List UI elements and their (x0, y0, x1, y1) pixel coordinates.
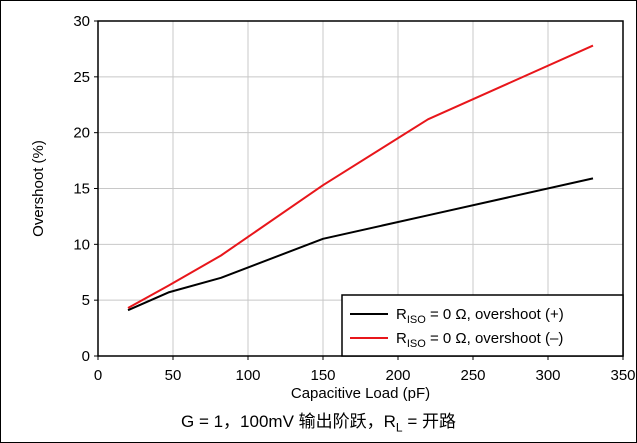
legend: RISO = 0 Ω, overshoot (+) RISO = 0 Ω, ove… (341, 294, 624, 357)
series-line-2 (127, 44, 594, 309)
x-tick-label: 350 (610, 367, 635, 384)
tick-labels: 0 50 100 150 200 250 300 350 0 5 10 15 20 25 30 (73, 13, 635, 384)
legend-label-2: RISO = 0 Ω, overshoot (–) (396, 330, 563, 350)
legend-label-1: RISO = 0 Ω, overshoot (+) (396, 306, 564, 326)
series-line-1 (127, 177, 594, 312)
x-tick-label: 100 (235, 367, 260, 384)
caption-text: G = 1，100mV 输出阶跃，R (181, 412, 396, 431)
x-tick-label: 150 (310, 367, 335, 384)
series-layer (127, 44, 594, 312)
x-tick-label: 250 (460, 367, 485, 384)
y-tick-label: 30 (73, 13, 90, 30)
y-tick-label: 5 (82, 292, 90, 309)
legend-box (341, 294, 624, 357)
caption-text-end: = 开路 (402, 412, 456, 431)
y-axis-label: Overshoot (%) (30, 140, 47, 237)
line-chart: 0 50 100 150 200 250 300 350 0 5 10 15 20 25 30 Capaci… (30, 13, 636, 401)
y-tick-label: 10 (73, 236, 90, 253)
figure-caption: G = 1，100mV 输出阶跃，RL = 开路 (1, 407, 636, 434)
y-tick-label: 25 (73, 69, 90, 86)
x-tick-label: 0 (94, 367, 102, 384)
y-tick-label: 15 (73, 181, 90, 198)
y-tick-label: 20 (73, 125, 90, 142)
x-tick-label: 200 (385, 367, 410, 384)
y-tick-label: 0 (82, 348, 90, 365)
x-tick-label: 50 (165, 367, 182, 384)
x-axis-label: Capacitive Load (pF) (291, 385, 430, 401)
x-tick-label: 300 (535, 367, 560, 384)
caption-subscript: L (395, 420, 403, 435)
